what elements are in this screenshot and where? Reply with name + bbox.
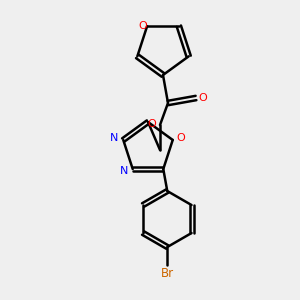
Text: O: O [199, 93, 207, 103]
Text: Br: Br [161, 266, 174, 280]
Text: O: O [176, 133, 185, 143]
Text: N: N [119, 166, 128, 176]
Text: O: O [148, 119, 156, 129]
Text: N: N [110, 133, 118, 143]
Text: O: O [139, 21, 148, 31]
